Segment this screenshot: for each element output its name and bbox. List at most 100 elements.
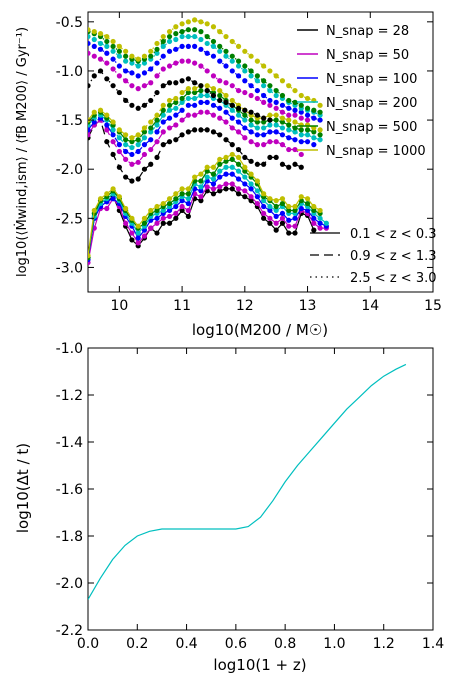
data-point [204,87,210,94]
data-point [292,223,298,229]
data-point [235,146,242,153]
data-point [135,235,141,241]
data-point [279,109,286,115]
data-point [210,176,217,182]
data-point [160,220,166,226]
data-point [317,127,323,133]
data-point [104,33,110,40]
data-point [235,105,242,111]
data-point [179,186,185,192]
data-point [242,112,248,118]
data-point [235,73,242,79]
data-point [123,174,129,180]
x-tick-label: 0.4 [175,636,197,652]
data-point [304,95,311,102]
data-point [160,207,166,214]
data-point [229,53,235,59]
data-point [210,73,217,79]
data-point [298,132,304,138]
data-point [185,196,191,202]
data-point [88,33,91,40]
data-point [123,156,129,162]
data-point [110,139,116,145]
data-point [104,191,110,197]
data-point [141,53,148,59]
data-point [267,122,273,128]
data-point [279,220,286,226]
data-point [204,68,210,74]
data-point [160,53,166,59]
data-point [210,43,217,49]
data-point [267,112,273,118]
data-point [141,220,148,226]
data-point [88,132,91,138]
data-point [160,83,166,89]
data-point [116,89,122,96]
data-point [173,60,179,66]
data-point [123,53,129,59]
data-point [223,181,229,187]
data-point [267,203,273,210]
y-tick-label: -1.8 [56,529,83,545]
data-point [185,200,191,207]
data-point [286,112,292,118]
data-point [210,186,217,192]
data-point [292,87,298,94]
data-point [229,115,235,121]
data-point [148,146,154,153]
data-point [198,99,204,105]
data-point [229,83,235,89]
data-point [248,181,254,187]
data-point [192,43,198,49]
data-point [135,73,141,79]
data-point [166,80,173,86]
data-point [166,200,173,207]
data-point [248,194,254,200]
data-point [97,31,104,37]
data-point [160,43,166,49]
data-point [154,40,160,47]
data-point [242,164,248,170]
data-point [254,73,260,79]
data-point [304,200,311,207]
data-point [148,80,154,86]
data-point [129,83,135,89]
data-point [129,237,135,243]
data-point [104,127,110,133]
data-point [229,58,235,64]
data-point [116,142,122,148]
data-point [198,109,204,115]
data-point [273,122,279,128]
data-point [223,99,229,105]
data-point [286,223,292,229]
data-point [210,53,217,59]
series-line [88,29,321,113]
data-point [123,132,129,138]
data-point [261,115,267,121]
data-point [173,24,179,30]
data-point [166,125,173,131]
data-point [317,137,323,143]
data-point [97,40,104,47]
data-point [116,127,122,133]
data-point [110,132,116,138]
data-point [97,196,104,202]
data-point [110,83,116,89]
data-point [123,205,129,212]
x-tick-label: 0.8 [274,636,296,652]
data-point [267,97,273,104]
data-point [116,43,122,49]
data-point [110,119,116,125]
data-point [154,215,160,221]
data-point [179,29,185,35]
data-point [210,92,217,99]
data-point [273,213,279,219]
data-point [185,33,191,40]
data-point [135,159,141,165]
data-point [135,137,141,143]
data-point [104,43,110,49]
data-point [154,139,160,145]
data-point [97,46,104,52]
data-point [104,76,110,82]
data-point [292,215,298,221]
